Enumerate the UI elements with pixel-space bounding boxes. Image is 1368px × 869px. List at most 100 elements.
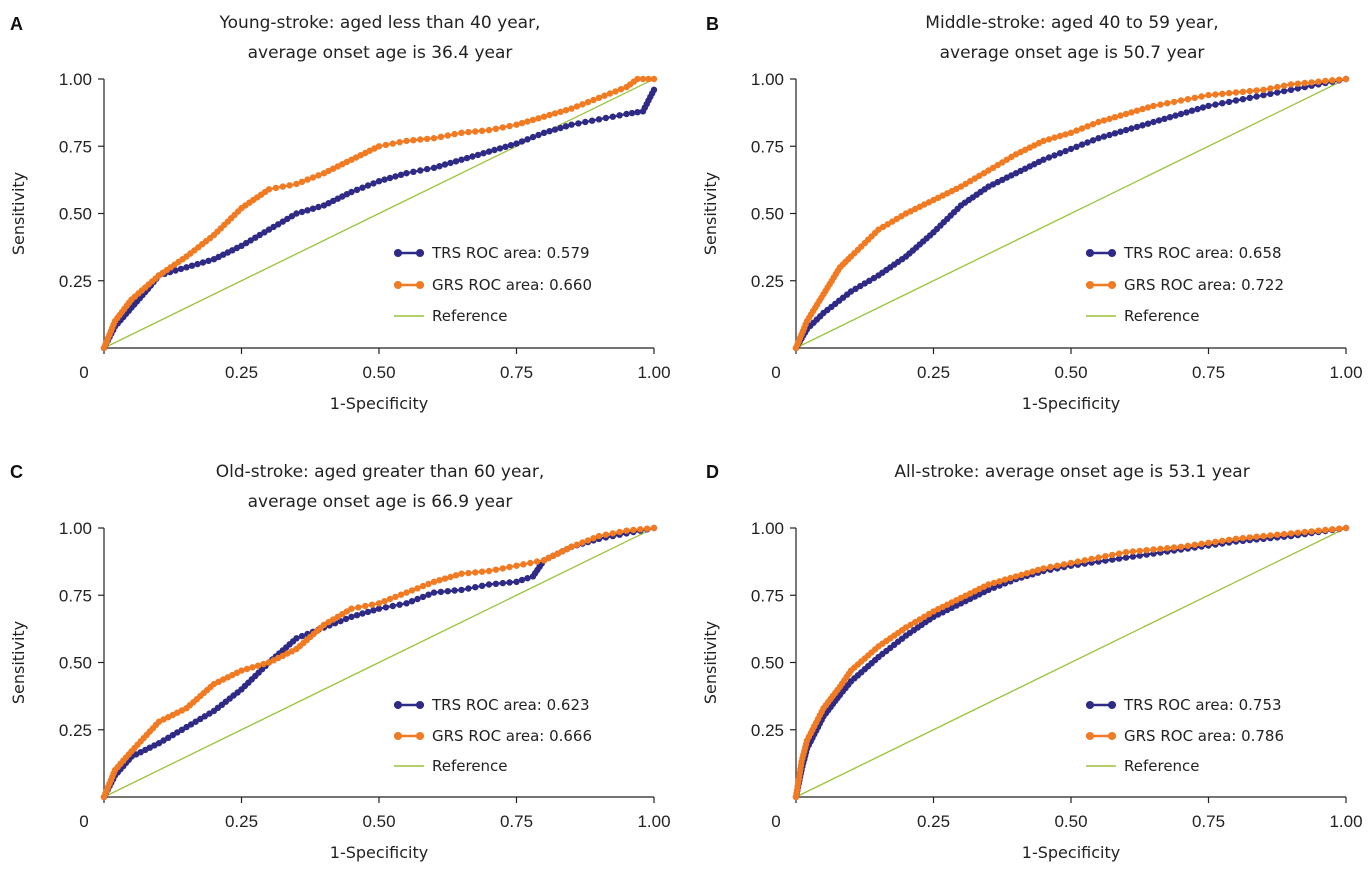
series-trs-point	[557, 124, 564, 132]
panel-b: B Middle-stroke: aged 40 to 59 year, avera…	[701, 13, 1363, 413]
x-axis-title: 1-Specificity	[1022, 394, 1120, 413]
series-grs-point	[1150, 546, 1157, 553]
series-grs-point	[540, 113, 548, 120]
series-grs-point	[1133, 107, 1141, 114]
series-grs-point	[382, 141, 390, 149]
x-tick-label: 0.50	[362, 363, 395, 382]
series-trs-point	[370, 607, 377, 614]
series-grs-point	[1287, 81, 1295, 88]
series-trs-point	[458, 156, 465, 163]
series-grs-point	[1150, 102, 1157, 110]
series-grs-point	[381, 598, 388, 605]
series-grs-point	[1335, 525, 1343, 532]
series-grs-point	[1191, 541, 1199, 548]
y-tick-label: 1.00	[751, 70, 784, 89]
series-grs-point	[513, 562, 520, 569]
series-trs-point	[1246, 94, 1254, 102]
series-grs-point	[1232, 535, 1240, 542]
series-trs-point	[1161, 115, 1168, 123]
series-trs-point	[172, 267, 179, 274]
series-grs-point	[298, 178, 306, 185]
series-trs-point	[417, 167, 424, 174]
series-grs-point	[546, 111, 553, 119]
series-grs-point	[1095, 554, 1102, 561]
series-trs-point	[375, 178, 383, 185]
series-trs-point	[414, 595, 421, 603]
series-trs-point	[582, 118, 589, 126]
y-tick-label: 0.25	[59, 721, 92, 740]
series-grs-point	[1212, 538, 1219, 545]
series-trs-point	[472, 584, 479, 591]
y-tick-label: 1.00	[751, 519, 784, 538]
series-grs-point	[1062, 131, 1069, 138]
series-trs-point	[480, 150, 487, 157]
series-grs-point	[1274, 531, 1281, 538]
chart-title-line: average onset age is 66.9 year	[248, 492, 513, 512]
series-grs-point	[1095, 118, 1102, 126]
series-trs-point	[628, 109, 636, 117]
series-grs-point	[1246, 87, 1254, 95]
series-grs-point	[1260, 532, 1267, 540]
series-trs-point	[465, 585, 472, 592]
panel-letter: D	[706, 462, 719, 482]
series-grs-point	[1143, 547, 1150, 554]
series-trs-point	[348, 188, 355, 196]
series-grs-point	[499, 565, 506, 572]
series-grs-point	[1329, 77, 1336, 84]
series-trs-point	[382, 604, 390, 611]
y-tick-label: 0.25	[751, 721, 784, 740]
series-trs-point	[1183, 109, 1190, 116]
series-trs-point	[353, 186, 361, 193]
series-grs-point	[1322, 77, 1329, 85]
chart-title-line: Middle-stroke: aged 40 to 59 year,	[925, 13, 1218, 33]
series-trs-point	[441, 161, 449, 168]
legend-marker-grs	[416, 281, 424, 289]
series-trs-point	[437, 588, 445, 596]
series-grs-point	[1089, 121, 1097, 128]
legend-label-reference: Reference	[1124, 757, 1200, 775]
series-grs-point	[513, 121, 520, 128]
series-trs-point	[650, 86, 658, 94]
series-grs-point	[1225, 89, 1233, 97]
series-trs-point	[1225, 98, 1233, 106]
series-grs-point	[1315, 527, 1322, 534]
series-trs-point	[397, 171, 405, 178]
series-grs-point	[584, 537, 592, 544]
series-grs-point	[1267, 85, 1274, 92]
series-grs-point	[451, 130, 458, 138]
legend-marker-grs	[416, 732, 424, 740]
series-grs-point	[1315, 78, 1322, 85]
chart-title-line: Young-stroke: aged less than 40 year,	[219, 13, 541, 33]
series-grs-point	[1212, 91, 1219, 98]
y-tick-label: 0.50	[59, 205, 92, 224]
series-trs-point	[188, 262, 196, 269]
series-trs-point	[194, 260, 201, 268]
series-trs-point	[419, 593, 427, 601]
series-grs-point	[1029, 568, 1036, 575]
series-trs-point	[381, 176, 388, 183]
series-trs-point	[1150, 118, 1157, 126]
series-trs-point	[1129, 553, 1137, 560]
series-trs-point	[1143, 551, 1150, 558]
series-grs-point	[535, 115, 542, 122]
chart-title-line: All-stroke: average onset age is 53.1 ye…	[894, 462, 1249, 482]
series-grs-point	[1136, 547, 1144, 555]
series-trs-point	[469, 153, 476, 160]
series-grs-point	[1081, 557, 1089, 564]
series-grs-point	[485, 126, 493, 134]
series-trs-point	[403, 600, 410, 607]
legend-marker-trs	[1086, 249, 1094, 257]
x-axis-title: 1-Specificity	[1022, 843, 1120, 862]
series-trs-point	[1287, 86, 1295, 94]
series-trs-point	[616, 112, 623, 119]
series-trs-point	[602, 114, 610, 122]
x-tick-label: 0	[771, 363, 780, 382]
x-tick-label: 0.25	[225, 363, 258, 382]
panel-c: C Old-stroke: aged greater than 60 year, a…	[9, 462, 671, 862]
series-grs-point	[590, 96, 597, 104]
series-grs-point	[499, 124, 506, 131]
x-tick-label: 0.75	[1192, 812, 1225, 831]
series-grs-point	[1239, 534, 1247, 542]
series-grs-point	[645, 75, 652, 83]
series-trs-point	[518, 138, 526, 145]
